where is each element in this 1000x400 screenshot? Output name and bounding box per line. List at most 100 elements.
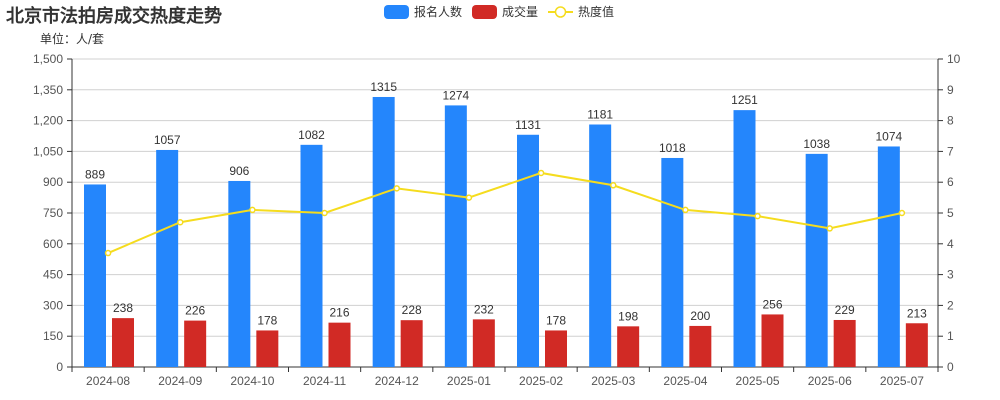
- y-axis-tick-label: 300: [43, 298, 63, 312]
- bar-value-label: 1074: [875, 129, 902, 143]
- bar-signups[interactable]: [372, 96, 395, 367]
- bar-value-label: 1018: [659, 141, 686, 155]
- bar-deals[interactable]: [905, 323, 928, 367]
- bar-signups[interactable]: [517, 134, 539, 367]
- legend-item-signups[interactable]: 报名人数: [384, 3, 462, 20]
- heat-point-marker[interactable]: [465, 194, 473, 201]
- bar-signups[interactable]: [661, 157, 684, 367]
- y2-axis-tick-label: 8: [947, 114, 954, 128]
- bar-value-label: 256: [762, 297, 782, 311]
- bar-value-label: 178: [257, 313, 277, 327]
- y-axis-tick-label: 1,500: [33, 52, 63, 66]
- chart-legend: 报名人数 成交量 热度值: [384, 3, 624, 20]
- y-axis-tick-label: 900: [43, 175, 63, 189]
- y2-axis-tick-label: 2: [947, 298, 954, 312]
- legend-label: 热度值: [578, 5, 615, 19]
- bar-value-label: 1181: [587, 108, 613, 122]
- x-axis-category-label: 2025-05: [736, 374, 780, 388]
- y2-axis-tick-label: 7: [947, 144, 954, 158]
- x-axis-category-label: 2025-01: [447, 374, 491, 388]
- heat-point-marker[interactable]: [826, 225, 833, 232]
- bar-value-label: 200: [690, 309, 710, 323]
- x-axis-category-label: 2024-10: [230, 374, 274, 388]
- x-axis-category-label: 2025-03: [591, 374, 635, 388]
- y-axis-tick-label: 1,350: [33, 83, 63, 97]
- y-axis-tick-label: 600: [43, 237, 63, 251]
- x-axis-category-label: 2024-11: [303, 374, 346, 388]
- bar-value-label: 889: [85, 167, 105, 181]
- y2-axis-tick-label: 0: [947, 360, 954, 374]
- bar-value-label: 906: [229, 164, 249, 178]
- x-axis-category-label: 2024-12: [375, 374, 419, 388]
- bar-value-label: 1315: [370, 80, 397, 94]
- y-axis-tick-label: 750: [43, 206, 63, 220]
- heat-point-marker[interactable]: [682, 206, 689, 214]
- bar-signups[interactable]: [84, 184, 106, 367]
- heat-point-marker[interactable]: [537, 169, 545, 177]
- x-axis-category-label: 2024-09: [158, 374, 202, 388]
- bar-deals[interactable]: [761, 314, 784, 367]
- bar-value-label: 1274: [442, 88, 469, 102]
- bar-value-label: 198: [618, 309, 638, 323]
- heat-point-marker[interactable]: [393, 185, 400, 192]
- bar-value-label: 1057: [154, 133, 181, 147]
- chart-title: 北京市法拍房成交热度走势: [6, 6, 222, 27]
- x-axis-category-label: 2025-06: [808, 374, 852, 388]
- y-axis-tick-label: 1,050: [33, 144, 63, 158]
- heat-point-marker[interactable]: [249, 206, 256, 214]
- y-axis-tick-label: 150: [43, 329, 63, 343]
- bar-value-label: 216: [329, 306, 349, 320]
- bar-signups[interactable]: [733, 110, 756, 368]
- bar-deals[interactable]: [256, 330, 279, 367]
- legend-item-deals[interactable]: 成交量: [472, 3, 538, 20]
- x-axis-category-label: 2025-04: [663, 374, 707, 388]
- bar-value-label: 228: [402, 303, 422, 317]
- bar-signups[interactable]: [444, 105, 467, 367]
- bar-signups[interactable]: [877, 146, 900, 367]
- bar-signups[interactable]: [300, 144, 323, 367]
- y-axis-tick-label: 0: [56, 360, 63, 374]
- legend-label: 成交量: [502, 5, 539, 19]
- bar-signups[interactable]: [228, 180, 251, 367]
- bar-value-label: 232: [474, 302, 494, 316]
- bar-value-label: 1131: [515, 118, 541, 132]
- unit-label: 单位：人/套: [40, 32, 105, 46]
- heat-point-marker[interactable]: [898, 209, 906, 217]
- y2-axis-tick-label: 3: [947, 268, 954, 282]
- bar-deals[interactable]: [112, 318, 134, 367]
- bar-deals[interactable]: [472, 319, 495, 367]
- bar-value-label: 226: [185, 304, 205, 318]
- bar-deals[interactable]: [833, 319, 856, 367]
- heat-point-marker[interactable]: [321, 209, 328, 217]
- bar-value-label: 238: [113, 301, 133, 315]
- heat-point-marker[interactable]: [754, 212, 761, 220]
- y-axis-tick-label: 1,200: [33, 114, 63, 128]
- y-axis-tick-label: 450: [43, 268, 63, 282]
- y2-axis-tick-label: 1: [947, 329, 954, 343]
- y2-axis-tick-label: 5: [947, 206, 954, 220]
- bar-deals[interactable]: [400, 320, 423, 367]
- heat-line: [107, 171, 903, 254]
- bar-deals[interactable]: [617, 326, 640, 367]
- heat-point-marker[interactable]: [610, 182, 617, 189]
- bar-deals[interactable]: [184, 320, 207, 367]
- y2-axis-tick-label: 9: [947, 83, 954, 97]
- legend-item-heat[interactable]: 热度值: [548, 3, 614, 20]
- y2-axis-tick-label: 4: [947, 237, 954, 251]
- bar-value-label: 229: [835, 303, 855, 317]
- bar-signups[interactable]: [589, 124, 612, 367]
- bar-signups[interactable]: [805, 153, 828, 367]
- legend-swatch-blue-icon: [384, 4, 409, 19]
- y2-axis-tick-label: 6: [947, 175, 954, 189]
- legend-line-circle-icon: [548, 5, 574, 18]
- heat-point-marker[interactable]: [177, 218, 184, 226]
- x-axis-category-label: 2025-02: [519, 374, 563, 388]
- bar-deals[interactable]: [545, 330, 567, 367]
- bar-deals[interactable]: [689, 325, 712, 367]
- bar-value-label: 1082: [298, 128, 325, 142]
- heat-point-marker[interactable]: [104, 249, 112, 257]
- bar-signups[interactable]: [156, 149, 179, 367]
- y2-axis-tick-label: 10: [947, 52, 961, 66]
- bar-deals[interactable]: [328, 322, 351, 367]
